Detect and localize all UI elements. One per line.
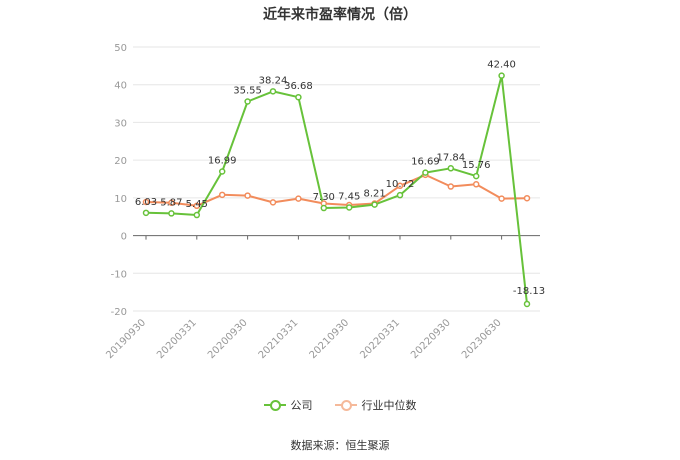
grid-lines — [133, 46, 540, 312]
data-label-company: 5.87 — [160, 197, 182, 208]
data-point-industry-median — [244, 192, 251, 199]
data-label-company: 15.76 — [462, 160, 491, 171]
data-point-company — [498, 72, 505, 79]
y-tick-label: 40 — [114, 81, 127, 92]
data-label-company: 36.68 — [284, 81, 313, 92]
data-point-industry-median — [168, 199, 175, 207]
data-point-company — [193, 211, 201, 219]
x-tick-label: 20220930 — [409, 317, 453, 361]
y-tick-label: 0 — [121, 232, 127, 243]
data-point-company — [422, 169, 429, 176]
x-tick-label: 20210930 — [308, 317, 352, 361]
legend-item-company[interactable]: 公司 — [263, 397, 313, 413]
data-point-company — [447, 165, 455, 172]
data-label-company: 38.24 — [259, 75, 288, 86]
x-tick-label: 20190930 — [104, 317, 148, 361]
data-label-company: 42.40 — [487, 60, 516, 71]
data-point-industry-median — [523, 194, 531, 202]
x-tick-label: 20210331 — [257, 317, 301, 361]
data-point-company — [142, 209, 150, 217]
data-label-company: 17.84 — [436, 152, 465, 163]
legend-label-industry-median: 行业中位数 — [361, 399, 417, 412]
data-label-company: 8.21 — [363, 189, 385, 200]
y-tick-label: -20 — [111, 307, 127, 318]
series-line-company — [145, 74, 528, 305]
data-label-company: 7.45 — [338, 191, 360, 202]
x-tick-label: 20220331 — [358, 317, 402, 361]
y-tick-label: 10 — [114, 194, 127, 205]
data-point-industry-median — [193, 202, 201, 210]
data-point-company — [345, 204, 353, 211]
data-point-industry-median — [472, 181, 480, 188]
data-label-company: 16.99 — [208, 155, 237, 166]
data-point-company — [168, 210, 175, 217]
data-point-company — [396, 191, 404, 199]
y-tick-label: 30 — [114, 118, 127, 129]
series-lines — [145, 74, 528, 305]
data-point-industry-median — [396, 182, 404, 190]
data-label-company: 10.72 — [386, 179, 415, 190]
data-point-company — [472, 172, 480, 180]
data-point-industry-median — [447, 183, 455, 190]
data-label-company: 7.30 — [313, 192, 335, 203]
legend: 公司 行业中位数 — [0, 397, 680, 413]
data-label-company: -18.13 — [513, 286, 545, 297]
data-label-company: 5.45 — [186, 199, 208, 210]
data-point-industry-median — [295, 195, 302, 202]
data-label-company: 16.69 — [411, 157, 440, 168]
legend-swatch-industry-median — [334, 399, 357, 411]
data-label-company: 6.03 — [135, 197, 157, 208]
data-point-industry-median — [269, 199, 277, 206]
data-point-company — [218, 168, 226, 175]
data-point-company — [371, 201, 378, 208]
data-point-industry-median — [498, 195, 505, 202]
data-point-company — [269, 88, 277, 95]
data-points — [142, 72, 531, 308]
data-point-company — [320, 204, 328, 212]
y-tick-label: 20 — [114, 156, 127, 167]
data-point-company — [244, 98, 251, 105]
chart-title: 近年来市盈率情况（倍） — [263, 7, 417, 23]
legend-item-industry-median[interactable]: 行业中位数 — [334, 397, 417, 413]
legend-swatch-company — [263, 399, 286, 411]
data-point-industry-median — [142, 198, 150, 206]
y-tick-label: -10 — [111, 269, 127, 280]
data-label-company: 35.55 — [233, 85, 262, 96]
x-tick-label: 20230630 — [460, 317, 504, 361]
legend-label-company: 公司 — [290, 399, 313, 412]
x-tick-label: 20200331 — [155, 317, 199, 361]
data-point-company — [523, 300, 531, 308]
source-note: 数据来源：恒生聚源 — [290, 439, 390, 452]
series-line-industry-median — [145, 173, 528, 207]
y-tick-label: 50 — [114, 43, 127, 54]
data-point-company — [295, 93, 302, 101]
data-point-industry-median — [218, 191, 226, 199]
x-tick-label: 20200930 — [206, 317, 250, 361]
